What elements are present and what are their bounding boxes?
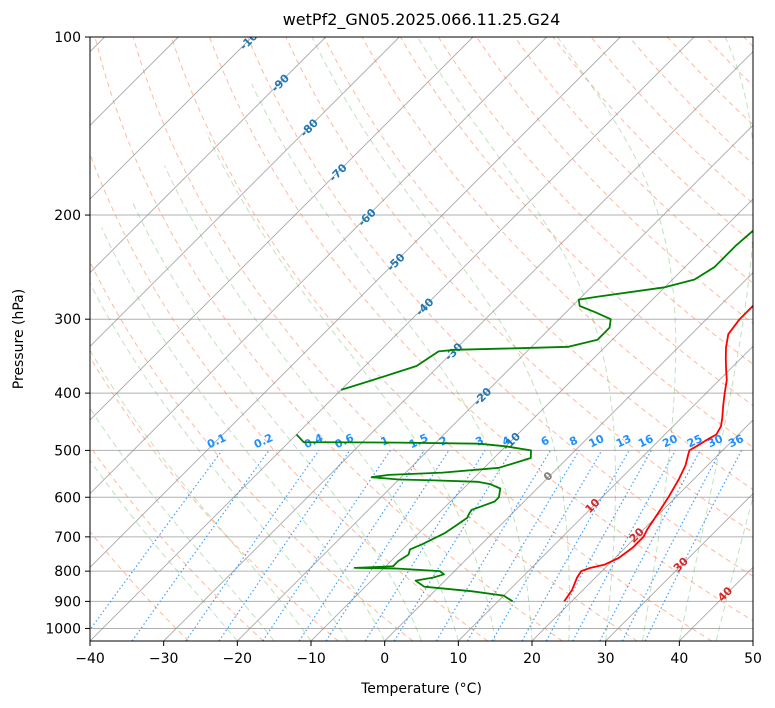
mixing-ratio-line [218,450,351,641]
y-axis-label: Pressure (hPa) [11,289,27,389]
x-tick-label: −40 [75,651,105,667]
mixing-ratio-line [521,450,630,641]
x-tick-label: 50 [744,651,762,667]
y-tick-label: 500 [54,443,81,459]
isotherm [90,37,695,641]
moist-adiabat [417,37,617,641]
mixing-ratio-line [545,450,652,641]
dry-adiabat [90,445,264,641]
y-tick-label: 200 [54,208,81,224]
x-tick-label: 30 [597,651,615,667]
mixing-ratio-line [325,450,450,641]
mixing-ratio-label: 13 [614,432,633,450]
x-tick-label: −10 [296,651,326,667]
plot-frame [89,36,754,642]
dewpoint-line [295,433,532,603]
y-tick-label: 100 [54,30,81,46]
x-tick-label: −30 [149,651,179,667]
y-axis: 100 200 300 400 500 600 700 800 900 1000 [45,30,90,637]
moist-adiabat [251,83,533,641]
isotherm [163,51,753,641]
isotherm [90,37,474,421]
dry-adiabat [514,37,753,284]
dry-adiabat [90,356,339,641]
isotherm [90,37,253,200]
isotherm [90,37,326,274]
isotherm [310,198,753,641]
mixing-ratio-line [185,450,320,641]
mixing-ratio-label: 10 [587,432,607,450]
x-axis-label: Temperature (°C) [360,681,482,697]
moist-adiabat [90,459,238,641]
dry-adiabat [90,152,488,641]
y-tick-label: 600 [54,490,81,506]
mixing-ratio-label: 30 [706,432,726,450]
x-tick-label: −20 [223,651,253,667]
isotherm [90,37,621,568]
isotherm [458,345,753,641]
mixing-ratio-line [621,450,722,641]
dry-adiabat [94,37,563,641]
moist-adiabat [131,201,422,641]
dry-adiabat [399,37,753,407]
isotherm [384,272,753,641]
mixing-ratio-line [572,450,677,641]
moist-adiabat [311,37,570,641]
isotherm [531,419,753,641]
y-tick-label: 800 [54,564,81,580]
isotherm [90,37,547,495]
x-tick-label: 10 [449,651,467,667]
dry-adiabat [132,37,638,641]
moist-adiabat [715,495,753,641]
chart-title: wetPf2_GN05.2025.066.11.25.G24 [283,10,561,30]
mixing-ratio-line [262,450,391,641]
mixing-ratio-line [393,450,513,641]
moist-adiabat [164,165,459,641]
moist-adiabat [90,282,349,641]
mixing-ratio-label: 16 [636,432,656,450]
mixing-ratio-line [644,450,743,641]
mixing-ratio-line [298,450,425,641]
moist-adiabat [205,132,496,641]
mixing-ratio-line [90,450,223,631]
dry-adiabat [209,37,753,622]
mixing-ratio-label: 20 [660,432,680,450]
mixing-ratio-label: 25 [685,432,704,450]
mixing-ratio-line [131,450,270,641]
isotherm [90,37,400,347]
moist-adiabat [678,37,753,641]
dry-adiabat [247,37,753,577]
x-axis: −40 −30 −20 −10 0 10 20 30 40 50 [75,641,762,667]
x-tick-label: 40 [670,651,688,667]
mixing-ratio-label: 36 [726,432,746,450]
y-tick-label: 1000 [45,621,81,637]
moist-adiabat [557,37,677,641]
y-tick-label: 300 [54,312,81,328]
moist-adiabat [101,227,386,641]
dewpoint_upper-line [340,229,753,391]
dry-adiabat [90,530,190,641]
x-tick-label: 20 [523,651,541,667]
y-tick-label: 400 [54,386,81,402]
isotherm [237,124,753,641]
isotherm [605,493,753,641]
y-tick-label: 900 [54,594,81,610]
x-tick-label: 0 [380,651,389,667]
y-tick-label: 700 [54,530,81,546]
temperature-line [563,304,753,602]
moist-adiabat [90,407,275,641]
